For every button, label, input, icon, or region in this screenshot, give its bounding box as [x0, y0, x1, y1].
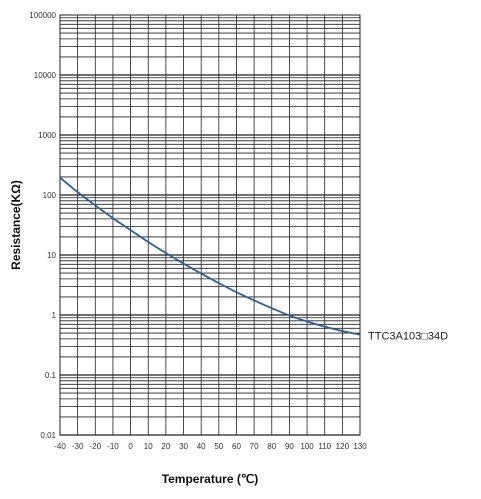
plot-frame	[59, 14, 361, 436]
y-tick-label: 100000	[29, 11, 56, 20]
x-tick-label: 90	[285, 442, 294, 451]
x-tick-label: 70	[250, 442, 259, 451]
x-tick-label: 10	[144, 442, 153, 451]
x-tick-label: 0	[128, 442, 133, 451]
x-tick-label: 120	[336, 442, 350, 451]
x-tick-label: -10	[107, 442, 119, 451]
x-tick-label: 40	[197, 442, 206, 451]
series-line	[59, 176, 361, 336]
y-tick-label: 10000	[34, 71, 57, 80]
y-axis-title: Resistance(KΩ)	[9, 180, 23, 270]
x-tick-label: 80	[267, 442, 276, 451]
y-tick-label: 1	[52, 311, 57, 320]
y-tick-label: 100	[43, 191, 57, 200]
y-tick-label: 1000	[38, 131, 56, 140]
x-tick-label: 30	[179, 442, 188, 451]
y-tick-label: 0.1	[45, 371, 57, 380]
y-tick-labels: 0.01 0.1 1 10 100 1000 10000 100000	[29, 11, 56, 440]
x-axis-title: Temperature (℃)	[162, 472, 259, 486]
x-tick-label: 20	[161, 442, 170, 451]
x-tick-label: -40	[54, 442, 66, 451]
y-tick-label: 10	[47, 251, 56, 260]
x-tick-labels: -40 -30 -20 -10 0 10 20 30 40 50 60 70 80 90 100 110 120…	[54, 442, 367, 451]
x-tick-label: 100	[300, 442, 314, 451]
x-tick-label: -20	[90, 442, 102, 451]
x-tick-label: -30	[72, 442, 84, 451]
y-tick-label: 0.01	[40, 431, 56, 440]
x-tick-label: 110	[318, 442, 331, 451]
chart-grid	[59, 15, 361, 436]
x-tick-label: 50	[214, 442, 223, 451]
x-tick-label: 130	[353, 442, 367, 451]
x-tick-label: 60	[232, 442, 241, 451]
series-label: TTC3A103□34D	[368, 331, 448, 343]
series-layer: TTC3A103□34D	[59, 176, 448, 343]
